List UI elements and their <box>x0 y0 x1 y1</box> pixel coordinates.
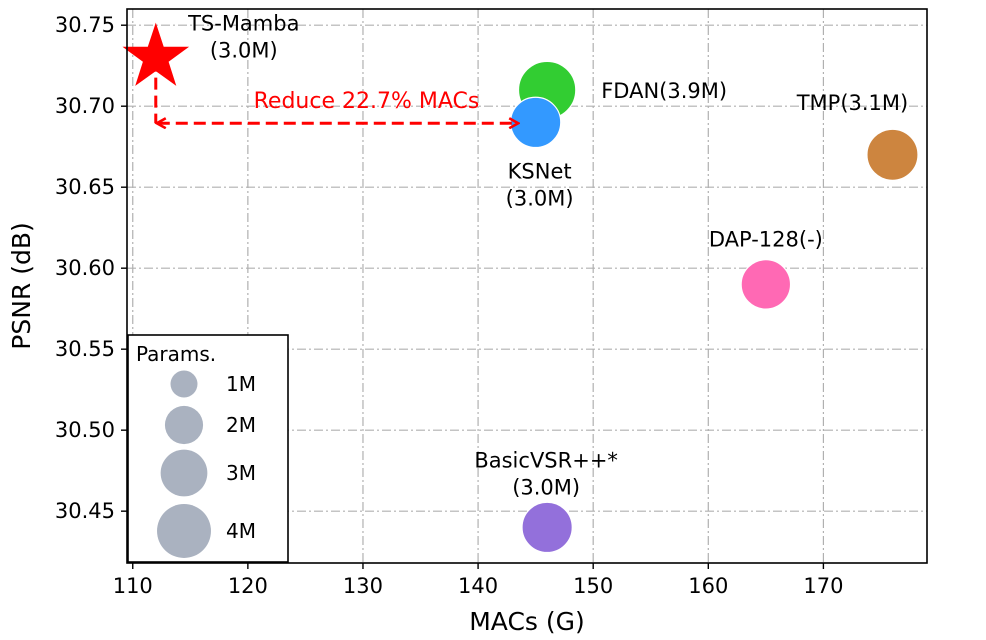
legend-label: 3M <box>226 461 256 485</box>
y-tick-label: 30.70 <box>55 94 115 118</box>
point-label: (3.0M) <box>506 186 574 210</box>
y-tick-label: 30.75 <box>55 13 115 37</box>
x-axis-label: MACs (G) <box>469 607 585 636</box>
point-label: DAP-128(-) <box>709 227 823 251</box>
legend-marker <box>157 504 211 558</box>
point-label: TMP(3.1M) <box>796 91 909 115</box>
x-tick-label: 120 <box>228 574 268 598</box>
y-axis-label: PSNR (dB) <box>7 222 36 350</box>
data-points <box>122 22 919 554</box>
point-label: KSNet <box>508 159 572 183</box>
y-tick-label: 30.65 <box>55 175 115 199</box>
x-tick-label: 170 <box>803 574 843 598</box>
annotation-group: Reduce 22.7% MACs <box>154 59 517 124</box>
point-label: (3.0M) <box>512 475 580 499</box>
legend-label: 2M <box>226 413 256 437</box>
y-tick-label: 30.55 <box>55 337 115 361</box>
point-label: BasicVSR++* <box>474 448 618 472</box>
legend-label: 1M <box>226 372 256 396</box>
plot-frame <box>126 8 928 564</box>
point-label: TS-Mamba <box>187 12 299 36</box>
legend-marker <box>170 370 198 398</box>
legend-title: Params. <box>136 342 216 366</box>
annotation-text: Reduce 22.7% MACs <box>254 89 480 114</box>
x-tick-label: 150 <box>573 574 613 598</box>
star-marker <box>122 22 190 86</box>
legend: Params. 1M 2M 3M 4M <box>127 334 289 563</box>
y-tick-label: 30.45 <box>55 499 115 523</box>
legend-label: 4M <box>226 519 256 543</box>
x-tick-label: 110 <box>113 574 153 598</box>
legend-marker <box>164 405 204 445</box>
x-tick-label: 130 <box>343 574 383 598</box>
grid-lines <box>127 9 927 563</box>
point-marker <box>521 501 573 554</box>
point-marker <box>740 259 792 310</box>
point-labels: TS-Mamba (3.0M) FDAN(3.9M) KSNet (3.0M) TMP(3… <box>187 12 908 500</box>
x-tick-label: 140 <box>458 574 498 598</box>
point-marker <box>866 128 919 181</box>
point-label: (3.0M) <box>210 39 278 63</box>
point-marker <box>509 96 562 149</box>
legend-marker <box>160 449 208 497</box>
y-tick-label: 30.50 <box>55 418 115 442</box>
x-tick-label: 160 <box>688 574 728 598</box>
point-label: FDAN(3.9M) <box>601 79 727 103</box>
axis-ticks: 110 120 130 140 150 160 170 30.45 30.50 30.55 30.6… <box>55 13 844 598</box>
y-tick-label: 30.60 <box>55 256 115 280</box>
